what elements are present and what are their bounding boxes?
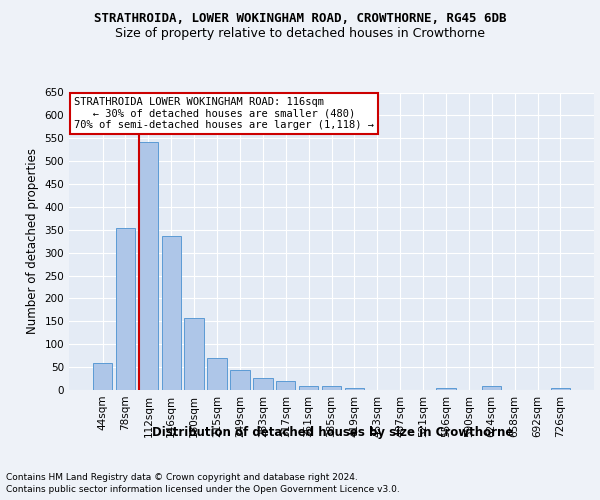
Bar — [116, 228, 135, 390]
Text: Distribution of detached houses by size in Crowthorne: Distribution of detached houses by size … — [152, 426, 514, 439]
Bar — [208, 358, 227, 390]
Bar — [482, 386, 502, 390]
Bar — [253, 378, 272, 390]
Text: Size of property relative to detached houses in Crowthorne: Size of property relative to detached ho… — [115, 28, 485, 40]
Bar — [551, 388, 570, 390]
Y-axis label: Number of detached properties: Number of detached properties — [26, 148, 39, 334]
Bar — [322, 386, 341, 390]
Bar — [184, 318, 204, 390]
Text: Contains public sector information licensed under the Open Government Licence v3: Contains public sector information licen… — [6, 485, 400, 494]
Bar — [344, 388, 364, 390]
Bar — [161, 236, 181, 390]
Bar — [299, 386, 319, 390]
Bar — [436, 388, 455, 390]
Bar — [276, 382, 295, 390]
Text: STRATHROIDA, LOWER WOKINGHAM ROAD, CROWTHORNE, RG45 6DB: STRATHROIDA, LOWER WOKINGHAM ROAD, CROWT… — [94, 12, 506, 26]
Bar — [93, 364, 112, 390]
Bar — [139, 142, 158, 390]
Bar — [230, 370, 250, 390]
Text: Contains HM Land Registry data © Crown copyright and database right 2024.: Contains HM Land Registry data © Crown c… — [6, 472, 358, 482]
Text: STRATHROIDA LOWER WOKINGHAM ROAD: 116sqm
   ← 30% of detached houses are smaller: STRATHROIDA LOWER WOKINGHAM ROAD: 116sqm… — [74, 97, 374, 130]
